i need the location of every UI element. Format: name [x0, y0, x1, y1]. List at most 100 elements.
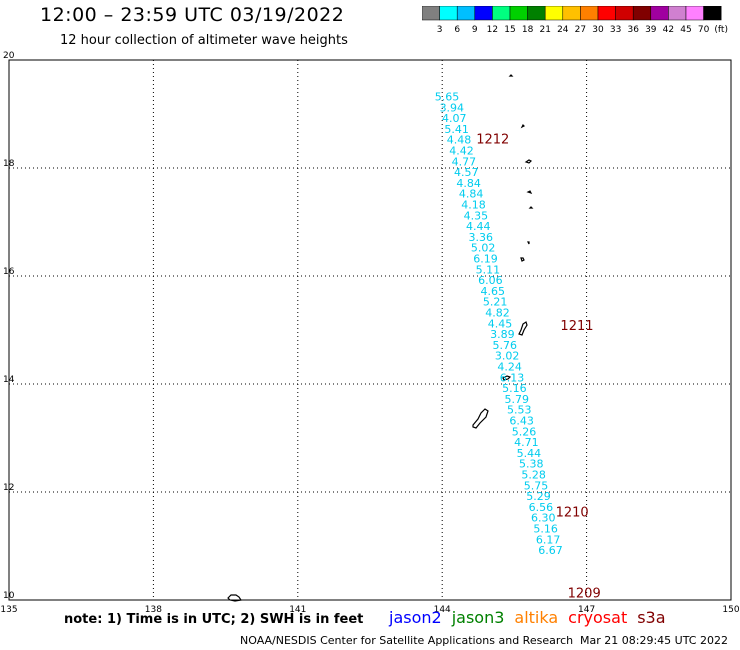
swh-value-label: 4.44: [466, 220, 491, 233]
swh-value-label: 4.35: [464, 209, 489, 222]
island-outline: [227, 594, 243, 602]
swh-value-label: 4.57: [454, 166, 479, 179]
swh-value-label: 4.24: [497, 361, 522, 374]
island-outline: [508, 74, 514, 77]
swh-value-label: 5.02: [471, 242, 496, 255]
swh-value-label: 6.19: [473, 253, 498, 266]
y-tick-label: 12: [3, 483, 14, 493]
colorbar-label: 33: [610, 25, 621, 35]
time-label: 1211: [560, 319, 593, 334]
swh-value-label: 5.26: [512, 425, 537, 438]
swh-value-label: 4.77: [452, 155, 477, 168]
swh-value-label: 5.38: [519, 458, 544, 471]
swh-value-label: 3.02: [495, 350, 520, 363]
swh-value-label: 4.71: [514, 436, 539, 449]
swh-value-label: 4.84: [459, 188, 484, 201]
swh-value-label: 5.21: [483, 296, 508, 309]
x-tick-label: 147: [578, 605, 595, 615]
island-outline: [524, 159, 533, 164]
colorbar-label: 21: [539, 25, 550, 35]
colorbar-label: 3: [437, 25, 443, 35]
swh-value-label: 5.65: [435, 91, 460, 104]
colorbar-label: 9: [472, 25, 478, 35]
swh-value-label: 4.07: [442, 112, 467, 125]
swh-value-label: 4.42: [449, 145, 474, 158]
island-outline: [527, 241, 530, 245]
satellite-legend-s3a: s3a: [637, 608, 666, 627]
wave-height-colorbar: 3 6 9 12 15 18 21 24 27 30 33 36 39 42 45 70 (ft): [422, 6, 728, 35]
colorbar-label: 45: [680, 25, 691, 35]
colorbar-label: 18: [522, 25, 534, 35]
swh-value-label: 6.30: [531, 512, 556, 525]
chart-title: 12:00 – 23:59 UTC 03/19/2022: [40, 4, 345, 26]
swh-value-label: 5.76: [493, 339, 518, 352]
island-outline: [526, 190, 533, 195]
swh-value-label: 6.56: [529, 501, 554, 514]
satellite-legend: jason2 jason3 altika cryosat s3a: [389, 608, 676, 627]
swh-value-label: 5.53: [507, 404, 532, 417]
swh-value-label: 5.29: [526, 490, 551, 503]
swh-value-label: 4.48: [447, 134, 472, 147]
colorbar-label: 12: [487, 25, 498, 35]
swh-value-label: 5.16: [502, 382, 527, 395]
island-outline: [520, 257, 525, 262]
swh-value-label: 5.44: [517, 447, 542, 460]
time-label: 1212: [476, 133, 509, 148]
footer-credit: NOAA/NESDIS Center for Satellite Applica…: [240, 634, 574, 647]
colorbar-label: 39: [645, 25, 657, 35]
satellite-legend-jason3: jason3: [451, 608, 505, 627]
swh-value-label: 3.36: [468, 231, 493, 244]
x-tick-label: 144: [434, 605, 451, 615]
colorbar-label: 6: [454, 25, 460, 35]
swh-value-label: 4.18: [461, 199, 486, 212]
swh-value-label: 6.43: [509, 415, 534, 428]
swh-value-label: 4.84: [456, 177, 481, 190]
colorbar-label: 15: [504, 25, 515, 35]
swh-value-label: 5.41: [444, 123, 469, 136]
x-tick-label: 141: [289, 605, 306, 615]
time-label: 1209: [568, 586, 601, 601]
x-tick-label: 150: [722, 605, 739, 615]
island-outline: [518, 321, 528, 336]
y-tick-label: 10: [3, 591, 15, 601]
satellite-legend-altika: altika: [514, 608, 559, 627]
footer-note: note: 1) Time is in UTC; 2) SWH is in fe…: [64, 612, 364, 627]
swh-value-label: 6.67: [538, 544, 563, 557]
island-outline: [472, 408, 489, 429]
swh-value-label: 4.45: [488, 317, 513, 330]
swh-value-label: 5.28: [521, 469, 546, 482]
colorbar-label: 30: [592, 25, 604, 35]
x-tick-label: 135: [0, 605, 17, 615]
swh-value-label: 4.65: [480, 285, 505, 298]
swh-value-label: 6.17: [536, 533, 561, 546]
colorbar-label: 36: [627, 25, 639, 35]
swh-value-label: 3.89: [490, 328, 515, 341]
colorbar-label: 27: [575, 25, 586, 35]
y-tick-label: 20: [3, 51, 15, 61]
swh-value-label: 5.16: [533, 523, 558, 536]
x-tick-label: 138: [145, 605, 162, 615]
swh-value-label: 5.75: [524, 479, 549, 492]
swh-value-label: 4.82: [485, 307, 510, 320]
y-tick-label: 18: [3, 159, 15, 169]
y-tick-label: 14: [3, 375, 15, 385]
plot-frame: [8, 59, 732, 601]
satellite-legend-jason2: jason2: [389, 608, 442, 627]
colorbar-label: 24: [557, 25, 569, 35]
colorbar-label: 70: [698, 25, 710, 35]
swh-value-label: 5.11: [476, 263, 501, 276]
island-outline: [520, 123, 526, 129]
colorbar-label: (ft): [714, 25, 728, 35]
colorbar-label: 42: [663, 25, 674, 35]
swh-value-label: 5.79: [505, 393, 530, 406]
swh-value-label: 3.94: [440, 101, 465, 114]
footer-timestamp: Mar 21 08:29:45 UTC 2022: [580, 634, 728, 647]
island-outline: [502, 375, 512, 381]
swh-value-label: 6.13: [500, 371, 525, 384]
satellite-legend-cryosat: cryosat: [568, 608, 628, 627]
colorbar-swatch: [703, 6, 722, 21]
island-outline: [528, 206, 534, 209]
time-label: 1210: [556, 505, 589, 520]
chart-subtitle: 12 hour collection of altimeter wave hei…: [60, 33, 348, 48]
